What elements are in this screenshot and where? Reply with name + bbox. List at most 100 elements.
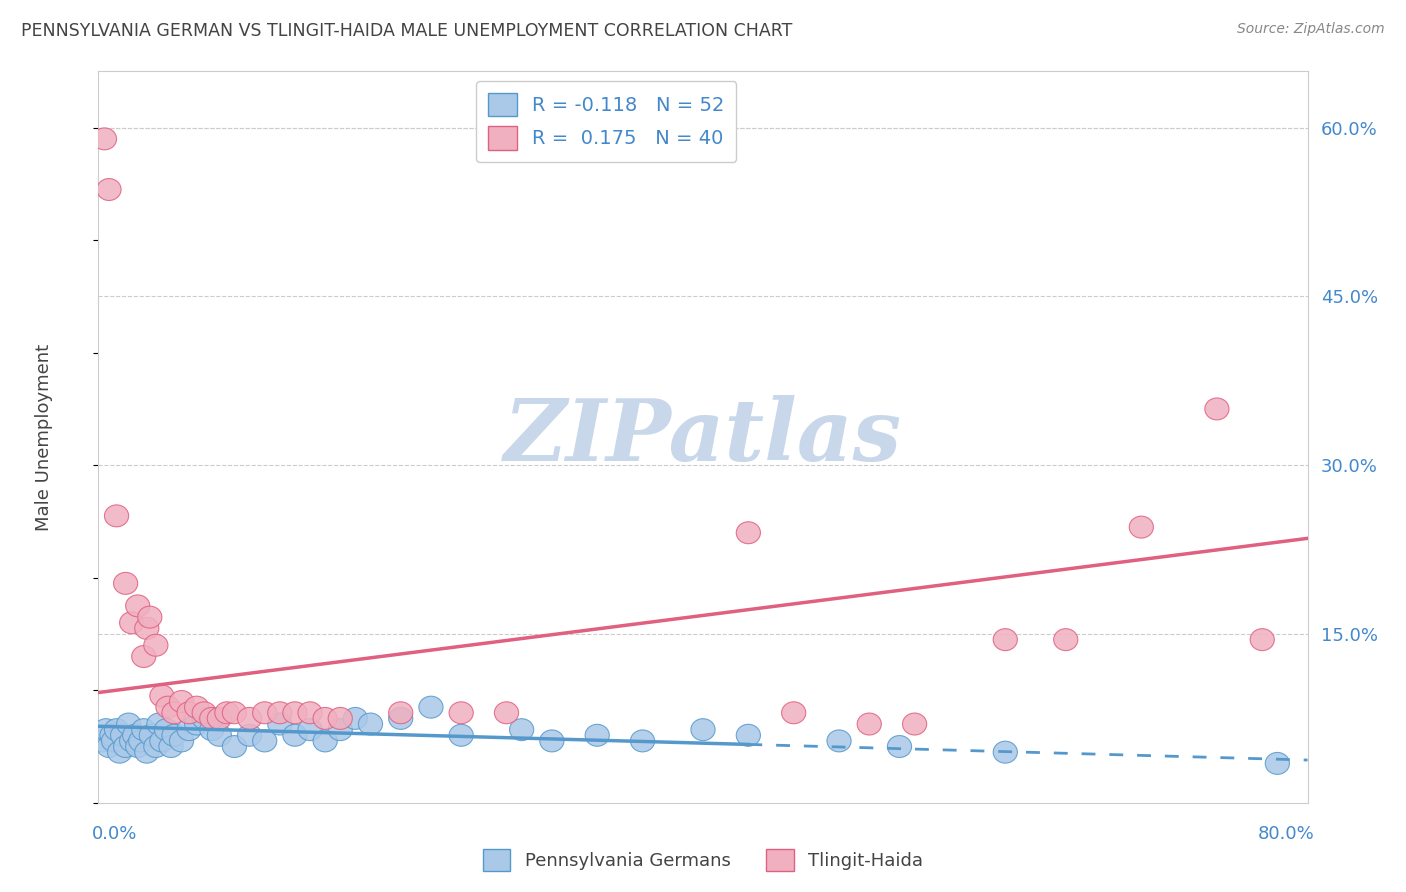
Ellipse shape xyxy=(150,730,174,752)
Legend: R = -0.118   N = 52, R =  0.175   N = 40: R = -0.118 N = 52, R = 0.175 N = 40 xyxy=(477,81,737,161)
Ellipse shape xyxy=(858,713,882,735)
Ellipse shape xyxy=(782,702,806,723)
Ellipse shape xyxy=(104,505,129,527)
Ellipse shape xyxy=(903,713,927,735)
Ellipse shape xyxy=(419,696,443,718)
Ellipse shape xyxy=(143,634,167,657)
Ellipse shape xyxy=(328,707,353,730)
Ellipse shape xyxy=(283,702,307,723)
Ellipse shape xyxy=(207,707,232,730)
Ellipse shape xyxy=(114,736,138,757)
Ellipse shape xyxy=(328,719,353,740)
Ellipse shape xyxy=(184,713,208,735)
Ellipse shape xyxy=(91,730,115,752)
Ellipse shape xyxy=(120,612,143,633)
Ellipse shape xyxy=(117,713,141,735)
Ellipse shape xyxy=(298,702,322,723)
Text: 0.0%: 0.0% xyxy=(91,825,136,843)
Ellipse shape xyxy=(267,713,292,735)
Ellipse shape xyxy=(737,724,761,747)
Ellipse shape xyxy=(495,702,519,723)
Ellipse shape xyxy=(177,702,201,723)
Ellipse shape xyxy=(101,730,125,752)
Ellipse shape xyxy=(1129,516,1153,538)
Ellipse shape xyxy=(162,724,186,747)
Text: Source: ZipAtlas.com: Source: ZipAtlas.com xyxy=(1237,22,1385,37)
Ellipse shape xyxy=(120,730,143,752)
Ellipse shape xyxy=(162,702,186,723)
Ellipse shape xyxy=(129,730,153,752)
Ellipse shape xyxy=(222,702,246,723)
Ellipse shape xyxy=(139,724,163,747)
Ellipse shape xyxy=(132,646,156,667)
Ellipse shape xyxy=(314,707,337,730)
Ellipse shape xyxy=(222,736,246,757)
Text: 80.0%: 80.0% xyxy=(1258,825,1315,843)
Ellipse shape xyxy=(238,724,262,747)
Text: Male Unemployment: Male Unemployment xyxy=(35,343,53,531)
Ellipse shape xyxy=(200,719,224,740)
Ellipse shape xyxy=(107,741,132,764)
Ellipse shape xyxy=(156,696,180,718)
Ellipse shape xyxy=(388,702,413,723)
Ellipse shape xyxy=(125,595,150,617)
Ellipse shape xyxy=(238,707,262,730)
Ellipse shape xyxy=(193,707,217,730)
Ellipse shape xyxy=(170,730,194,752)
Text: ZIPatlas: ZIPatlas xyxy=(503,395,903,479)
Ellipse shape xyxy=(104,719,129,740)
Ellipse shape xyxy=(449,724,474,747)
Ellipse shape xyxy=(1053,629,1078,650)
Legend: Pennsylvania Germans, Tlingit-Haida: Pennsylvania Germans, Tlingit-Haida xyxy=(475,842,931,879)
Ellipse shape xyxy=(630,730,655,752)
Ellipse shape xyxy=(283,724,307,747)
Ellipse shape xyxy=(135,617,159,640)
Ellipse shape xyxy=(200,707,224,730)
Ellipse shape xyxy=(993,741,1018,764)
Ellipse shape xyxy=(314,730,337,752)
Ellipse shape xyxy=(97,736,121,757)
Ellipse shape xyxy=(94,719,118,740)
Ellipse shape xyxy=(150,685,174,706)
Ellipse shape xyxy=(184,696,208,718)
Ellipse shape xyxy=(132,719,156,740)
Ellipse shape xyxy=(509,719,534,740)
Ellipse shape xyxy=(135,741,159,764)
Ellipse shape xyxy=(690,719,716,740)
Ellipse shape xyxy=(170,690,194,713)
Ellipse shape xyxy=(540,730,564,752)
Ellipse shape xyxy=(298,719,322,740)
Ellipse shape xyxy=(138,607,162,628)
Ellipse shape xyxy=(253,730,277,752)
Ellipse shape xyxy=(97,178,121,201)
Ellipse shape xyxy=(827,730,851,752)
Ellipse shape xyxy=(93,128,117,150)
Ellipse shape xyxy=(343,707,367,730)
Ellipse shape xyxy=(267,702,292,723)
Ellipse shape xyxy=(585,724,609,747)
Ellipse shape xyxy=(887,736,911,757)
Ellipse shape xyxy=(122,724,146,747)
Ellipse shape xyxy=(207,724,232,747)
Ellipse shape xyxy=(193,702,217,723)
Ellipse shape xyxy=(449,702,474,723)
Ellipse shape xyxy=(100,724,124,747)
Ellipse shape xyxy=(1250,629,1274,650)
Ellipse shape xyxy=(359,713,382,735)
Ellipse shape xyxy=(737,522,761,544)
Ellipse shape xyxy=(155,719,179,740)
Ellipse shape xyxy=(125,736,150,757)
Ellipse shape xyxy=(253,702,277,723)
Ellipse shape xyxy=(143,736,167,757)
Ellipse shape xyxy=(1205,398,1229,420)
Ellipse shape xyxy=(114,573,138,594)
Ellipse shape xyxy=(177,719,201,740)
Ellipse shape xyxy=(146,713,172,735)
Ellipse shape xyxy=(111,724,135,747)
Text: PENNSYLVANIA GERMAN VS TLINGIT-HAIDA MALE UNEMPLOYMENT CORRELATION CHART: PENNSYLVANIA GERMAN VS TLINGIT-HAIDA MAL… xyxy=(21,22,793,40)
Ellipse shape xyxy=(1265,753,1289,774)
Ellipse shape xyxy=(993,629,1018,650)
Ellipse shape xyxy=(215,702,239,723)
Ellipse shape xyxy=(388,707,413,730)
Ellipse shape xyxy=(159,736,183,757)
